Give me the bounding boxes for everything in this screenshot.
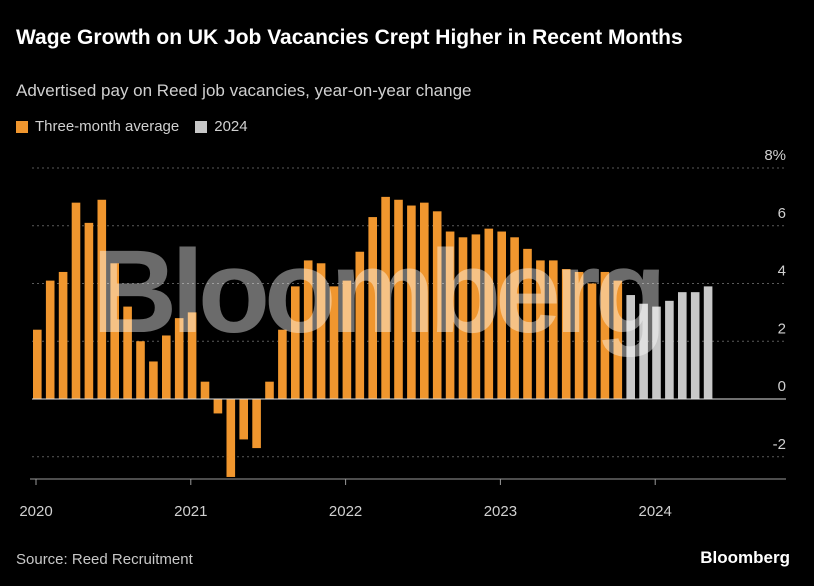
legend-swatch-orange: [16, 120, 28, 133]
bar-three-month-average: [523, 248, 532, 399]
bar-three-month-average: [407, 205, 416, 399]
legend-label-three-month-average: Three-month average: [35, 118, 180, 135]
y-tick-label: 8%: [764, 147, 786, 164]
y-tick-label: 6: [778, 205, 786, 222]
bar-three-month-average: [549, 260, 558, 399]
axes: -2 0 2 4 6 8% 2020 2021 2022 2023 2024: [19, 147, 786, 520]
bar-three-month-average: [536, 260, 545, 399]
x-tick-label: 2024: [639, 503, 672, 520]
bar-three-month-average: [174, 318, 184, 399]
bar-three-month-average: [445, 231, 455, 399]
bar-three-month-average: [252, 399, 261, 449]
y-tick-label: 2: [778, 320, 786, 337]
bar-three-month-average: [458, 237, 468, 399]
bar-three-month-average: [162, 335, 171, 399]
bar-2024: [626, 295, 635, 399]
source-note: Source: Reed Recruitment: [16, 551, 193, 568]
bar-2024: [639, 303, 648, 399]
y-tick-label: -2: [773, 436, 786, 453]
y-tick-label: 4: [778, 263, 786, 280]
bar-three-month-average: [136, 341, 145, 399]
bar-2024: [665, 300, 674, 399]
bar-three-month-average: [303, 260, 313, 399]
bar-three-month-average: [613, 280, 623, 399]
bar-three-month-average: [226, 399, 236, 477]
bar-three-month-average: [239, 399, 248, 440]
bar-three-month-average: [600, 271, 610, 399]
bars: [33, 196, 713, 477]
bar-three-month-average: [278, 329, 287, 399]
x-tick-label: 2021: [174, 503, 207, 520]
chart-subtitle: Advertised pay on Reed job vacancies, ye…: [16, 81, 472, 100]
bar-three-month-average: [342, 280, 352, 399]
bar-three-month-average: [497, 231, 506, 399]
bar-three-month-average: [561, 269, 571, 399]
y-tick-label: 0: [778, 378, 786, 395]
bar-three-month-average: [33, 329, 42, 399]
bar-three-month-average: [316, 263, 326, 399]
bar-three-month-average: [84, 222, 94, 399]
bar-three-month-average: [420, 202, 429, 399]
bar-three-month-average: [471, 234, 481, 399]
bar-three-month-average: [213, 399, 223, 414]
bar-three-month-average: [484, 228, 494, 399]
bar-2024: [652, 306, 661, 399]
bar-three-month-average: [329, 286, 339, 399]
bar-three-month-average: [574, 271, 584, 399]
legend-swatch-gray: [195, 120, 208, 133]
x-tick-label: 2023: [484, 503, 517, 520]
legend-item-2024: 2024: [195, 118, 248, 135]
bar-three-month-average: [123, 306, 132, 399]
bar-three-month-average: [110, 263, 119, 399]
bar-three-month-average: [291, 286, 300, 399]
bar-three-month-average: [45, 280, 55, 399]
brand-logo: Bloomberg: [700, 548, 790, 567]
bar-2024: [703, 286, 713, 399]
bar-three-month-average: [510, 237, 519, 399]
watermark-text: Bloomberg: [92, 226, 661, 358]
bar-three-month-average: [58, 271, 68, 399]
bar-three-month-average: [355, 251, 365, 399]
bar-three-month-average: [200, 381, 210, 399]
x-tick-label: 2022: [329, 503, 362, 520]
bar-2024: [678, 292, 687, 399]
bar-three-month-average: [432, 211, 442, 399]
watermark: Bloomberg: [92, 226, 667, 358]
bar-three-month-average: [265, 381, 274, 399]
bar-three-month-average: [368, 217, 377, 399]
bar-three-month-average: [381, 196, 390, 399]
bar-three-month-average: [587, 283, 597, 399]
bar-three-month-average: [71, 202, 81, 399]
bar-three-month-average: [149, 361, 158, 399]
chart-title: Wage Growth on UK Job Vacancies Crept Hi…: [16, 26, 683, 49]
legend-label-2024: 2024: [214, 118, 248, 135]
bar-three-month-average: [187, 312, 197, 399]
x-tick-label: 2020: [19, 503, 52, 520]
legend-item-three-month-average: Three-month average: [16, 118, 179, 135]
bar-three-month-average: [394, 199, 403, 399]
bar-three-month-average: [97, 199, 107, 399]
bar-2024: [690, 292, 700, 399]
legend: Three-month average 2024: [16, 118, 248, 135]
